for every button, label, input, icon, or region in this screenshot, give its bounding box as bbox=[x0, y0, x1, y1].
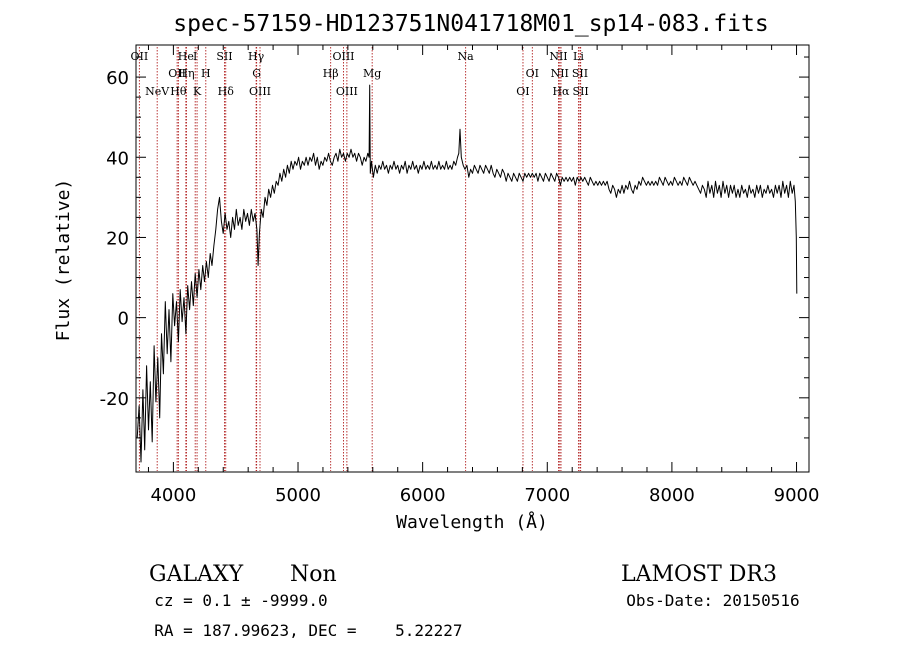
x-axis-label: Wavelength (Å) bbox=[396, 511, 548, 533]
line-label-18: Na bbox=[458, 50, 475, 63]
line-label-7: K bbox=[193, 85, 202, 98]
line-label-26: SII bbox=[573, 85, 589, 98]
spectrum-line-0 bbox=[136, 84, 798, 463]
object-subclass: Non bbox=[276, 537, 337, 587]
obs-date-text: Obs-Date: 20150516 bbox=[626, 591, 800, 610]
x-tick-label-1: 5000 bbox=[275, 485, 321, 506]
y-tick-label-0: -20 bbox=[100, 389, 129, 410]
line-label-3: Hθ bbox=[170, 85, 187, 98]
y-tick-label-1: 0 bbox=[118, 309, 129, 330]
coordinates-readout: RA = 187.99623, DEC = 5.22227 bbox=[135, 602, 463, 640]
x-tick-label-3: 7000 bbox=[524, 485, 570, 506]
survey-label: LAMOST DR3 bbox=[607, 537, 777, 587]
line-label-10: Hδ bbox=[218, 85, 235, 98]
x-tick-label-4: 8000 bbox=[649, 485, 695, 506]
redshift-text: cz = 0.1 ± -9999.0 bbox=[154, 591, 328, 610]
x-tick-label-0: 4000 bbox=[150, 485, 196, 506]
line-label-16: OIII bbox=[336, 85, 358, 98]
y-axis-label: Flux (relative) bbox=[53, 179, 74, 342]
y-tick-label-2: 20 bbox=[106, 228, 129, 249]
line-label-15: OIII bbox=[332, 50, 354, 63]
survey-text: LAMOST DR3 bbox=[621, 562, 777, 587]
line-labels: OII NeV OII Hθ He Hη I KH SII Hδ Hγ G OIII Hβ OIII OIII… bbox=[131, 50, 589, 98]
line-label-1: NeV bbox=[145, 85, 170, 98]
obs-date: Obs-Date: 20150516 bbox=[607, 572, 800, 610]
line-label-8: H bbox=[201, 67, 211, 80]
line-label-6: I bbox=[193, 50, 197, 63]
chart-title: spec-57159-HD123751N041718M01_sp14-083.f… bbox=[173, 11, 768, 37]
plot-frame bbox=[135, 44, 810, 473]
line-label-11: Hγ bbox=[248, 50, 265, 63]
redshift-readout: cz = 0.1 ± -9999.0 bbox=[135, 572, 328, 610]
y-tick-label-4: 60 bbox=[106, 68, 129, 89]
line-label-12: G bbox=[252, 67, 261, 80]
line-label-20: OI bbox=[526, 67, 539, 80]
line-label-14: Hβ bbox=[323, 67, 339, 80]
x-tick-label-5: 9000 bbox=[774, 485, 820, 506]
line-label-5: Hη bbox=[178, 67, 194, 80]
line-label-13: OIII bbox=[249, 85, 271, 98]
line-label-17: Mg bbox=[363, 67, 381, 80]
line-label-0: OII bbox=[131, 50, 149, 63]
line-label-19: OI bbox=[516, 85, 529, 98]
spectrum-series bbox=[136, 84, 798, 463]
line-label-4: He bbox=[178, 50, 194, 63]
line-label-24: Li bbox=[573, 50, 584, 63]
line-label-21: NII bbox=[549, 50, 567, 63]
line-label-2: OII bbox=[168, 67, 186, 80]
object-class: GALAXY bbox=[135, 537, 243, 587]
object-subclass-label: Non bbox=[290, 562, 337, 587]
tick-labels: 4000 5000 6000 7000 8000 9000 -20 0 20 40 60 bbox=[100, 68, 820, 506]
line-label-25: SII bbox=[572, 67, 588, 80]
coordinates-text: RA = 187.99623, DEC = 5.22227 bbox=[154, 621, 463, 640]
y-tick-label-3: 40 bbox=[106, 148, 129, 169]
line-label-9: SII bbox=[216, 50, 232, 63]
x-tick-label-2: 6000 bbox=[400, 485, 446, 506]
line-label-23: Hα bbox=[552, 85, 570, 98]
line-markers bbox=[138, 47, 582, 471]
line-label-22: NII bbox=[551, 67, 569, 80]
axis-ticks bbox=[136, 45, 809, 472]
object-class-label: GALAXY bbox=[149, 562, 244, 587]
